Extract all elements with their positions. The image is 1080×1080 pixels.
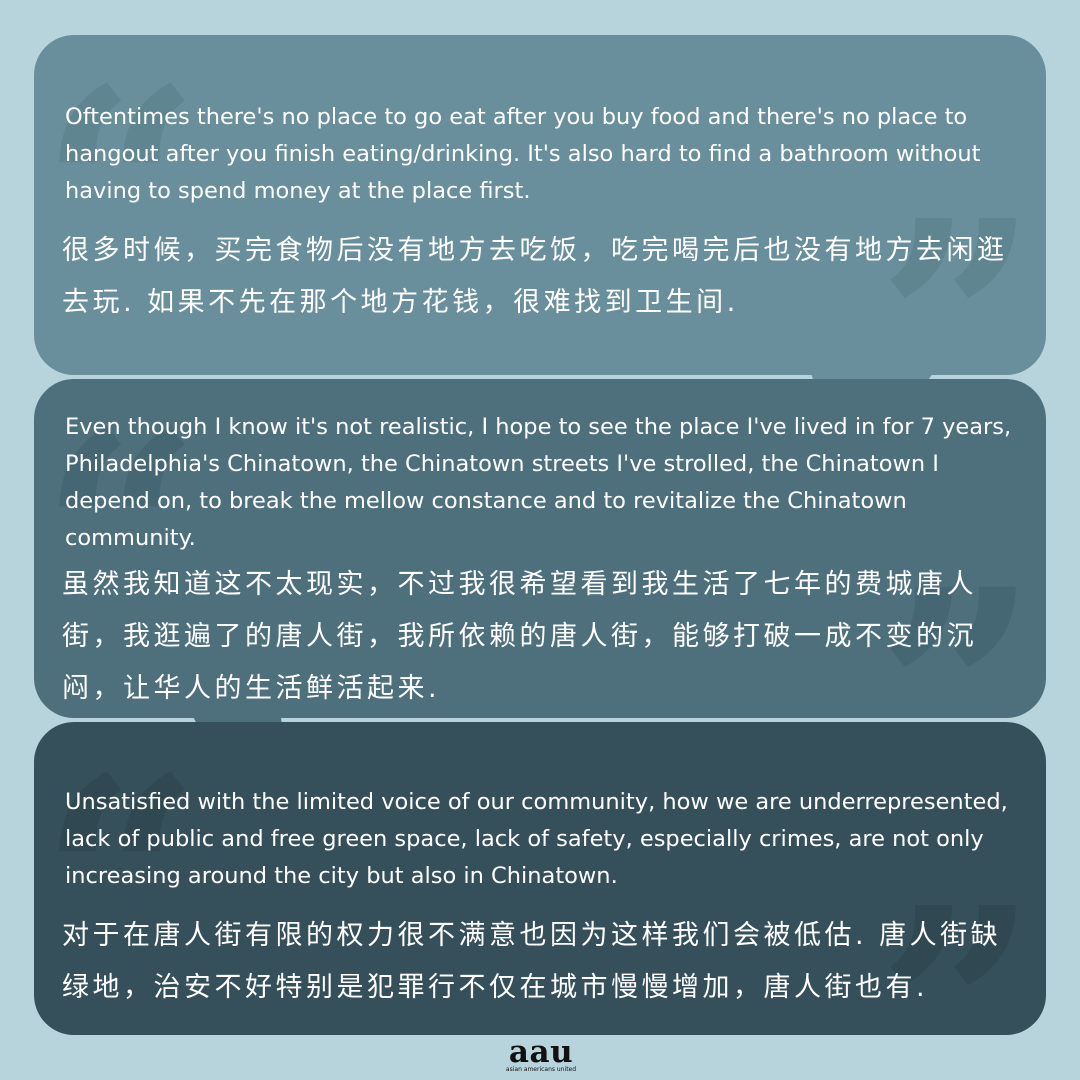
quote-bubble-2: “ ” Even though I know it's not realisti… bbox=[34, 379, 1046, 718]
logo-tagline: asian americans united bbox=[505, 1066, 577, 1073]
quote-bubble-3: “ ” Unsatisfied with the limited voice o… bbox=[34, 722, 1046, 1035]
aau-logo: aau asian americans united bbox=[500, 1034, 582, 1074]
quote-3-english: Unsatisfied with the limited voice of ou… bbox=[65, 789, 1008, 889]
logo-wordmark: aau bbox=[508, 1034, 574, 1070]
quote-1-chinese: 很多时候，买完食物后没有地方去吃饭，吃完喝完后也没有地方去闲逛去玩. 如果不先在… bbox=[62, 235, 1008, 318]
quote-bubble-1: “ ” Oftentimes there's no place to go ea… bbox=[34, 35, 1046, 375]
quote-3-chinese: 对于在唐人街有限的权力很不满意也因为这样我们会被低估. 唐人街缺绿地，治安不好特… bbox=[62, 920, 1002, 1003]
quote-2-chinese: 虽然我知道这不太现实，不过我很希望看到我生活了七年的费城唐人街，我逛遍了的唐人街… bbox=[62, 569, 977, 704]
quote-1-english: Oftentimes there's no place to go eat af… bbox=[65, 104, 981, 204]
quote-2-english: Even though I know it's not realistic, I… bbox=[65, 414, 1012, 551]
